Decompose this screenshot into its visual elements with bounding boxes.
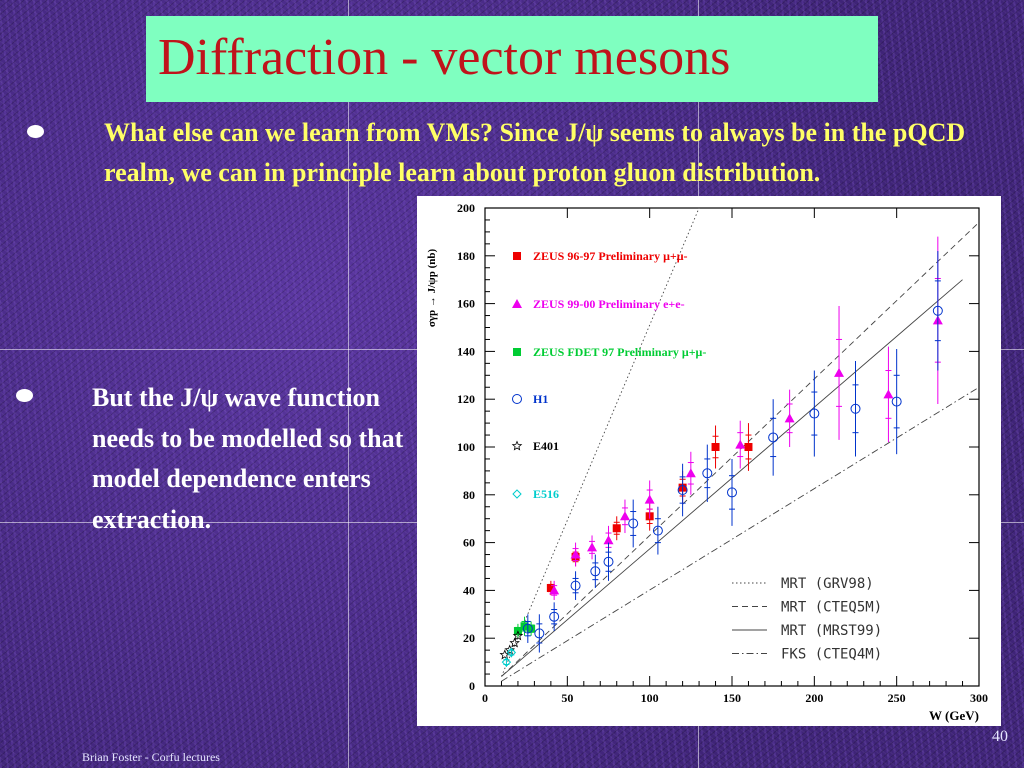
data-point [850, 403, 861, 414]
data-point [809, 408, 820, 419]
bullet-icon [27, 125, 44, 138]
legend-label: H1 [533, 392, 548, 406]
data-point [534, 628, 545, 639]
y-tick-label: 40 [463, 583, 475, 597]
legend-marker [511, 440, 523, 451]
page-number: 40 [992, 728, 1008, 745]
legend-label: ZEUS 99-00 Preliminary e+e- [533, 297, 685, 311]
legend-marker [513, 348, 521, 356]
legend-label: ZEUS FDET 97 Preliminary μ+μ- [533, 345, 706, 359]
x-tick-label: 100 [641, 691, 659, 705]
legend-label: ZEUS 96-97 Preliminary μ+μ- [533, 249, 688, 263]
data-point [546, 584, 555, 593]
y-axis-label: σγp → J/ψp (nb) [426, 249, 438, 328]
legend-marker [512, 394, 522, 404]
plot-frame [484, 207, 980, 687]
curve-legend-label: MRT (MRST99) [781, 623, 882, 639]
data-point [784, 413, 795, 423]
data-point [527, 624, 536, 633]
slide-title: Diffraction - vector mesons [158, 29, 731, 86]
curve-legend-label: FKS (CTEQ4M) [781, 647, 882, 663]
x-tick-label: 250 [888, 691, 906, 705]
data-point [685, 468, 696, 478]
data-point [883, 389, 894, 399]
data-point [587, 542, 598, 552]
plot-panel: 0 20 40 60 80 100 120 140 160 180 200 0 50 100 150 200 2… [417, 196, 1001, 726]
legend-marker [512, 489, 522, 499]
data-point [644, 494, 655, 504]
data-point [834, 367, 845, 377]
data-point [520, 622, 529, 631]
legend-label: E401 [533, 439, 559, 453]
data-point [570, 580, 581, 591]
y-tick-label: 160 [457, 297, 475, 311]
y-tick-label: 80 [463, 488, 475, 502]
x-tick-label: 0 [482, 691, 488, 705]
data-point [702, 468, 713, 479]
curve-legend-label: MRT (GRV98) [781, 576, 874, 592]
cross-section-chart: 0 20 40 60 80 100 120 140 160 180 200 0 50 100 150 200 2… [426, 201, 988, 723]
data-point [891, 396, 902, 407]
data-point [549, 585, 560, 595]
y-tick-label: 180 [457, 249, 475, 263]
data-point [506, 647, 517, 658]
footer-text: Brian Foster - Corfu lectures [82, 750, 220, 764]
y-tick-label: 200 [457, 201, 475, 215]
theory-curve [501, 207, 700, 677]
y-tick-label: 0 [469, 679, 475, 693]
bullet-text-wavefunction: But the J/ψ wave function needs to be mo… [92, 383, 404, 534]
data-point [603, 535, 614, 545]
data-point [504, 644, 515, 655]
legend-marker [512, 299, 522, 308]
curve-legend-label: MRT (CTEQ5M) [781, 600, 882, 616]
legend-label: E516 [533, 487, 559, 501]
data-point [522, 623, 533, 634]
data-point [603, 556, 614, 567]
y-tick-label: 140 [457, 344, 475, 358]
x-axis-label: W (GeV) [929, 708, 979, 723]
x-tick-label: 50 [561, 691, 573, 705]
data-point [501, 657, 512, 667]
data-point [619, 511, 630, 521]
x-tick-label: 200 [805, 691, 823, 705]
data-point [549, 611, 560, 622]
bullet-text-gluon: What else can we learn from VMs? Since J… [104, 118, 966, 187]
bullet-icon [16, 389, 33, 402]
data-point [932, 305, 943, 316]
y-tick-label: 60 [463, 536, 475, 550]
x-tick-label: 150 [723, 691, 741, 705]
data-point [711, 443, 720, 451]
data-point [612, 524, 621, 533]
data-point [590, 566, 601, 577]
title-box: Diffraction - vector mesons [146, 16, 878, 102]
y-tick-label: 100 [457, 440, 475, 454]
grid-line [348, 0, 349, 768]
data-point [744, 443, 753, 451]
data-point [768, 432, 779, 443]
legend-marker [513, 252, 521, 260]
x-tick-label: 300 [970, 691, 988, 705]
y-tick-label: 20 [463, 631, 475, 645]
data-point [727, 487, 737, 498]
data-point [512, 630, 524, 641]
theory-curve [501, 386, 980, 682]
data-point [570, 549, 581, 559]
y-tick-label: 120 [457, 392, 475, 406]
data-point [628, 518, 639, 529]
data-point [509, 637, 520, 648]
data-point [677, 485, 688, 496]
data-point [735, 439, 746, 449]
data-point [652, 525, 663, 536]
